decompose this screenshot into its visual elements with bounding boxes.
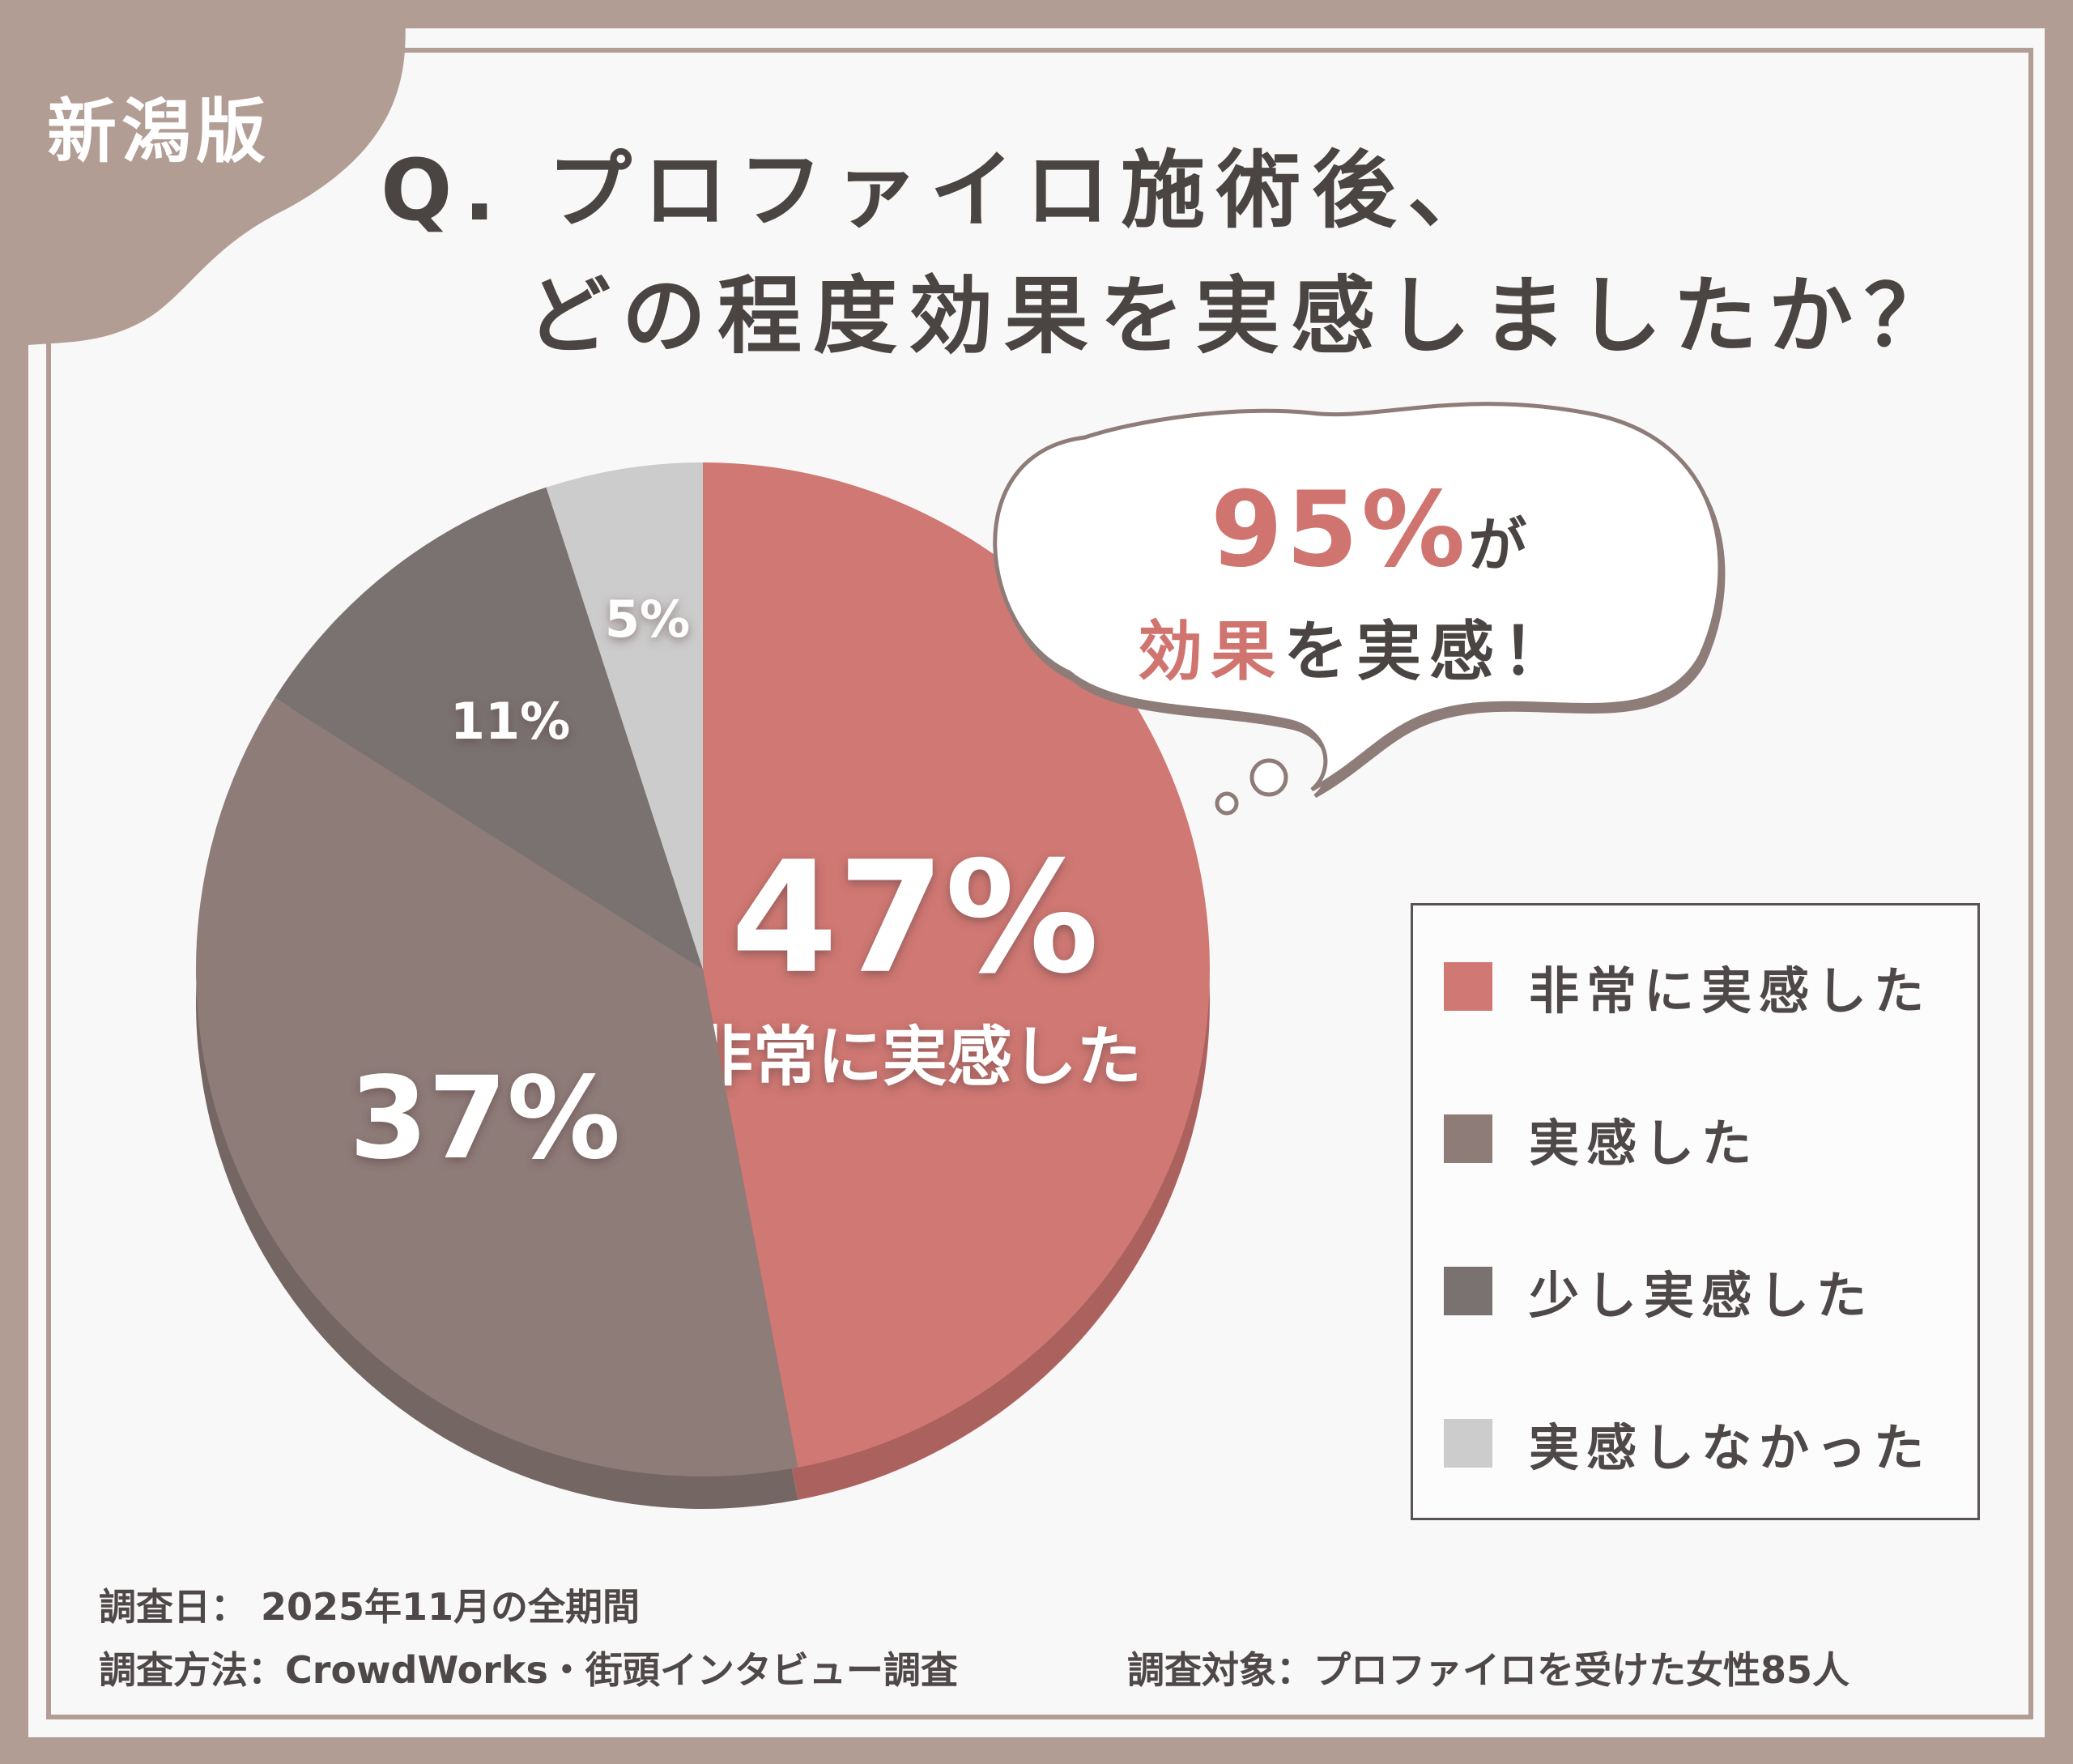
legend-item: 実感しなかった [1444, 1418, 1931, 1477]
pie-value-label: 5% [605, 590, 690, 649]
pie-chart: 47% 非常に実感した 37% 11% 5% [196, 462, 1210, 1476]
inner-frame [46, 48, 2033, 1719]
legend-item: 非常に実感した [1444, 961, 1931, 1020]
legend-swatch [1444, 1114, 1492, 1163]
thought-bubble [993, 402, 1722, 816]
legend-swatch [1444, 1419, 1492, 1468]
legend-swatch [1444, 1267, 1492, 1315]
legend-label: 実感した [1529, 1114, 1760, 1173]
callout-rest: を実感！ [1283, 614, 1575, 689]
pie-slice [196, 697, 798, 1476]
region-badge: 新潟版 [47, 92, 270, 173]
pie-slice [546, 462, 703, 969]
callout-line-2: 効果を実感！ [1138, 599, 1575, 693]
question-line-1: Q. プロファイロ施術後、 [381, 141, 1504, 240]
survey-date: 調査日： 2025年11月の全期間 [99, 1585, 641, 1629]
callout-line-1: 95%が [1211, 470, 1526, 590]
survey-target: 調査対象：プロファイロを受けた女性85人 [1127, 1648, 1850, 1692]
callout-suffix: が [1468, 511, 1527, 579]
pie-slice [703, 462, 1210, 1468]
callout-accent: 効果 [1138, 614, 1283, 689]
chart-legend: 非常に実感した 実感した 少し実感した 実感しなかった [1411, 903, 1980, 1520]
pie-value-label: 37% [349, 1053, 620, 1185]
legend-item: 少し実感した [1444, 1266, 1874, 1325]
legend-label: 非常に実感した [1529, 961, 1932, 1020]
pie-value-label: 47% [730, 829, 1099, 1008]
pie-value-label: 11% [450, 692, 570, 751]
corner-badge-shape [0, 0, 406, 348]
callout-highlight: 95% [1211, 470, 1469, 590]
question-line-2: どの程度効果を実感しましたか？ [526, 266, 1960, 365]
legend-item: 実感した [1444, 1114, 1759, 1173]
pie-slice [275, 487, 704, 969]
legend-label: 少し実感した [1529, 1266, 1875, 1325]
pie-category-label: 非常に実感した [688, 1019, 1142, 1094]
survey-method: 調査方法：CrowdWorks・街頭インタビュー調査 [99, 1648, 958, 1692]
legend-label: 実感しなかった [1529, 1418, 1932, 1477]
legend-swatch [1444, 962, 1492, 1011]
